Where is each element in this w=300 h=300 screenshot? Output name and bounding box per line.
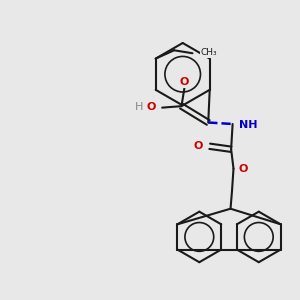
Text: O: O — [194, 141, 203, 151]
Text: H: H — [135, 102, 144, 112]
Text: O: O — [180, 77, 189, 87]
Text: O: O — [146, 102, 156, 112]
Text: CH₃: CH₃ — [201, 48, 218, 57]
Text: O: O — [239, 164, 248, 174]
Text: NH: NH — [239, 120, 258, 130]
